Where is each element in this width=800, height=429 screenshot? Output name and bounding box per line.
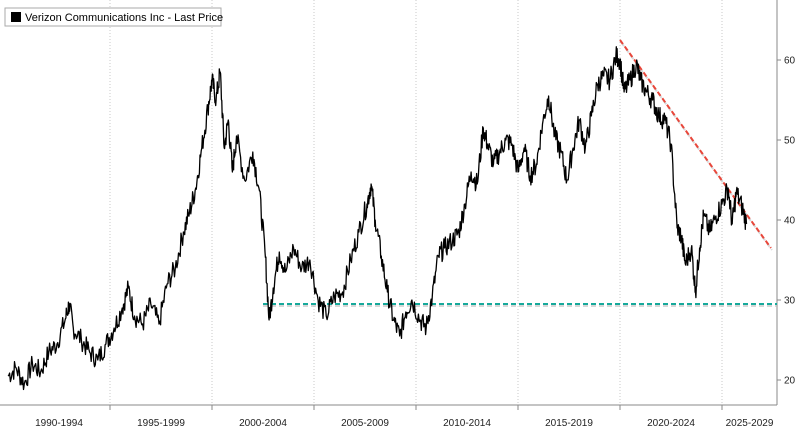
- x-tick-label: 2015-2019: [545, 418, 593, 429]
- series-layer: [7, 46, 748, 391]
- x-tick-label: 2025-2029: [726, 418, 774, 429]
- y-tick-label: 20: [784, 376, 796, 387]
- y-tick-label: 40: [784, 216, 796, 227]
- y-tick-label: 50: [784, 136, 796, 147]
- legend-swatch: [11, 12, 21, 22]
- price-series-line: [7, 46, 748, 391]
- legend: Verizon Communications Inc - Last Price: [4, 7, 223, 27]
- x-tick-label: 1995-1999: [137, 418, 185, 429]
- grid-layer: [109, 0, 723, 405]
- y-tick-label: 30: [784, 296, 796, 307]
- x-tick-label: 2010-2014: [443, 418, 491, 429]
- annotations-layer: [263, 39, 777, 307]
- x-tick-label: 2000-2004: [239, 418, 287, 429]
- downtrend-line: [619, 39, 772, 249]
- x-tick-label: 2020-2024: [647, 418, 695, 429]
- y-tick-label: 60: [784, 56, 796, 67]
- x-tick-label: 1990-1994: [35, 418, 83, 429]
- legend-label: Verizon Communications Inc - Last Price: [25, 12, 223, 24]
- x-tick-label: 2005-2009: [341, 418, 389, 429]
- legend-box: [4, 7, 222, 27]
